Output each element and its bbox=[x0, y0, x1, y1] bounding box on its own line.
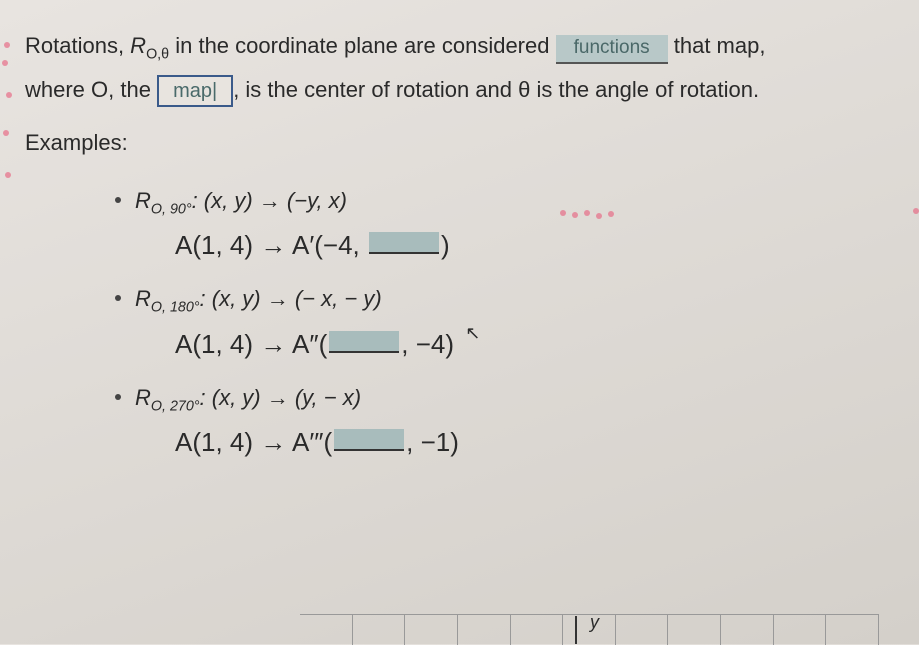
rule-sub: O, 90° bbox=[151, 201, 192, 217]
map-90: A(1, 4) → A′(−4, ) bbox=[175, 222, 894, 269]
map-270: A(1, 4) → A′″( , −1) bbox=[175, 419, 894, 466]
y-axis-fragment bbox=[575, 616, 577, 644]
map-180: A(1, 4) → A″( , −4) ↖ bbox=[175, 321, 894, 368]
rotation-symbol: R bbox=[130, 33, 146, 58]
rule-270-text: RO, 270°: (x, y) → (y, − x) bbox=[135, 378, 361, 418]
blank-fill-90[interactable] bbox=[369, 232, 439, 254]
map-post: ) bbox=[441, 230, 450, 260]
blank-map-input[interactable]: map| bbox=[157, 75, 233, 107]
rule-prefix: R bbox=[135, 286, 151, 311]
intro-text-1: Rotations, bbox=[25, 33, 130, 58]
map-post: , −4) bbox=[401, 329, 454, 359]
rule-180: RO, 180°: (x, y) → (− x, − y) bbox=[115, 279, 894, 319]
bullet-icon bbox=[115, 394, 121, 400]
map-post: , −1) bbox=[406, 427, 459, 457]
intro-line-1: Rotations, RO,θ in the coordinate plane … bbox=[25, 26, 894, 66]
cursor-icon: ↖ bbox=[465, 323, 480, 343]
rule-body: : (x, y) → (y, − x) bbox=[200, 385, 362, 410]
rule-body: : (x, y) → (− x, − y) bbox=[200, 286, 382, 311]
rule-180-text: RO, 180°: (x, y) → (− x, − y) bbox=[135, 279, 382, 319]
blank-fill-180[interactable] bbox=[329, 331, 399, 353]
rule-prefix: R bbox=[135, 385, 151, 410]
intro-line-2: where O, the map|, is the center of rota… bbox=[25, 70, 894, 110]
map-pre: A(1, 4) → A″( bbox=[175, 329, 327, 359]
rule-90-text: RO, 90°: (x, y) → (−y, x) bbox=[135, 181, 347, 221]
rule-270: RO, 270°: (x, y) → (y, − x) bbox=[115, 378, 894, 418]
intro-text-2: in the coordinate plane are considered bbox=[169, 33, 555, 58]
examples-list: RO, 90°: (x, y) → (−y, x) A(1, 4) → A′(−… bbox=[115, 181, 894, 466]
examples-heading: Examples: bbox=[25, 123, 894, 163]
map-pre: A(1, 4) → A′″( bbox=[175, 427, 332, 457]
blank-fill-270[interactable] bbox=[334, 429, 404, 451]
map-pre: A(1, 4) → A′(−4, bbox=[175, 230, 367, 260]
intro-text-3: that map, bbox=[668, 33, 766, 58]
y-axis-label: y bbox=[590, 606, 599, 638]
bullet-icon bbox=[115, 197, 121, 203]
rule-sub: O, 180° bbox=[151, 300, 200, 316]
rule-90: RO, 90°: (x, y) → (−y, x) bbox=[115, 181, 894, 221]
intro-text-4: where O, the bbox=[25, 77, 157, 102]
blank-functions[interactable]: functions bbox=[556, 35, 668, 64]
rotation-sub: O,θ bbox=[146, 46, 169, 62]
rule-prefix: R bbox=[135, 188, 151, 213]
rule-sub: O, 270° bbox=[151, 398, 200, 414]
rule-body: : (x, y) → (−y, x) bbox=[192, 188, 347, 213]
bullet-icon bbox=[115, 295, 121, 301]
intro-text-5: , is the center of rotation and θ is the… bbox=[233, 77, 759, 102]
